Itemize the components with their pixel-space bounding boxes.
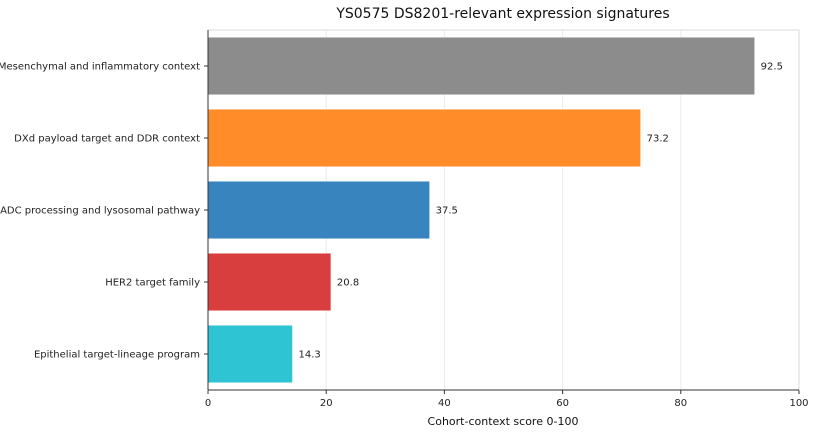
x-tick-label: 60: [556, 398, 569, 409]
bar: [207, 36, 755, 96]
x-tick-label: 0: [205, 398, 211, 409]
bar: [207, 180, 430, 240]
bar: [207, 108, 641, 168]
bars: 92.5 73.2 37.5 20.8 14.3: [207, 36, 783, 384]
x-tick-label: 20: [320, 398, 333, 409]
bar-value-label: 92.5: [761, 62, 783, 73]
bar-value-label: 14.3: [299, 350, 321, 361]
chart-title: YS0575 DS8201-relevant expression signat…: [335, 6, 669, 22]
x-tick-label: 80: [674, 398, 687, 409]
bar-value-label: 20.8: [337, 278, 359, 289]
category-label: Mesenchymal and inflammatory context: [0, 62, 200, 73]
category-label: Epithelial target-lineage program: [34, 350, 200, 361]
axes: 0 20 40 60 80 100 Mesenchymal and inflammatory…: [0, 29, 809, 409]
category-label: DXd payload target and DDR context: [14, 134, 200, 145]
category-label: HER2 target family: [105, 278, 200, 289]
bar-value-label: 73.2: [647, 134, 669, 145]
bar: [207, 324, 293, 384]
bar-value-label: 37.5: [436, 206, 458, 217]
x-axis-title: Cohort-context score 0-100: [428, 415, 579, 428]
x-tick-label: 100: [789, 398, 808, 409]
bar: [207, 252, 332, 312]
x-tick-label: 40: [438, 398, 451, 409]
category-label: ADC processing and lysosomal pathway: [0, 206, 200, 217]
